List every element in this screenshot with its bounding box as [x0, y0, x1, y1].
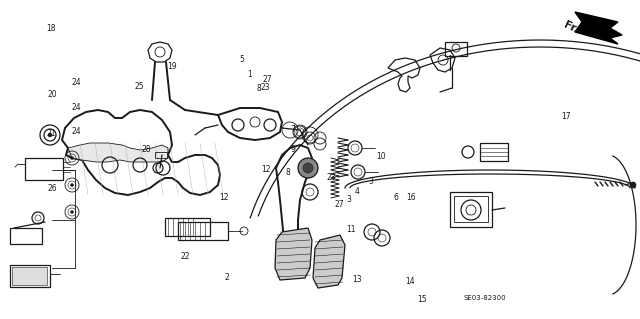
- Circle shape: [630, 182, 636, 188]
- Text: SE03-82300: SE03-82300: [464, 295, 506, 301]
- Bar: [155, 152, 167, 158]
- Text: 28: 28: [141, 145, 150, 154]
- Text: 15: 15: [417, 295, 428, 304]
- Text: 7: 7: [291, 125, 296, 134]
- Text: 2: 2: [225, 273, 230, 282]
- Circle shape: [48, 133, 52, 137]
- Circle shape: [298, 158, 318, 178]
- Text: 8: 8: [285, 168, 291, 177]
- Text: 5: 5: [239, 56, 244, 64]
- Text: 14: 14: [404, 277, 415, 286]
- Circle shape: [303, 163, 313, 173]
- Text: 24: 24: [72, 127, 82, 136]
- Polygon shape: [575, 12, 622, 44]
- Text: 26: 26: [47, 184, 58, 193]
- Bar: [454, 196, 488, 222]
- Polygon shape: [313, 235, 345, 288]
- Text: 12: 12: [261, 165, 270, 174]
- Text: 19: 19: [166, 63, 177, 71]
- Text: 9: 9: [291, 145, 296, 154]
- Polygon shape: [275, 228, 312, 280]
- Text: 23: 23: [260, 83, 271, 92]
- Bar: [10, 265, 50, 287]
- Text: 27: 27: [334, 200, 344, 209]
- Text: 22: 22: [181, 252, 190, 261]
- Bar: [480, 143, 508, 161]
- Polygon shape: [68, 143, 168, 162]
- Bar: [450, 192, 492, 227]
- Text: 25: 25: [134, 82, 145, 91]
- Text: 8: 8: [256, 84, 261, 93]
- Text: 17: 17: [561, 112, 572, 121]
- Bar: [12, 267, 47, 285]
- Text: 11: 11: [346, 225, 355, 234]
- Bar: [25, 158, 63, 180]
- Text: 3: 3: [369, 177, 374, 186]
- Text: Fr.: Fr.: [562, 20, 580, 35]
- Text: 3: 3: [346, 195, 351, 204]
- Bar: [178, 222, 228, 240]
- Text: 6: 6: [393, 193, 398, 202]
- Bar: [10, 228, 42, 244]
- Bar: [165, 218, 210, 236]
- Bar: [445, 42, 467, 56]
- Text: 20: 20: [47, 90, 58, 99]
- Text: 1: 1: [247, 70, 252, 79]
- Text: 24: 24: [72, 103, 82, 112]
- Text: 27: 27: [262, 75, 273, 84]
- Text: 18: 18: [47, 24, 56, 33]
- Circle shape: [70, 211, 74, 213]
- Text: 21: 21: [47, 130, 56, 138]
- Text: 4: 4: [355, 187, 360, 196]
- Circle shape: [70, 183, 74, 187]
- Text: 16: 16: [406, 193, 416, 202]
- Circle shape: [70, 157, 74, 160]
- Text: 24: 24: [72, 78, 82, 87]
- Text: 13: 13: [352, 275, 362, 284]
- Text: 10: 10: [376, 152, 386, 161]
- Text: 23: 23: [326, 173, 336, 182]
- Text: 12: 12: [220, 193, 228, 202]
